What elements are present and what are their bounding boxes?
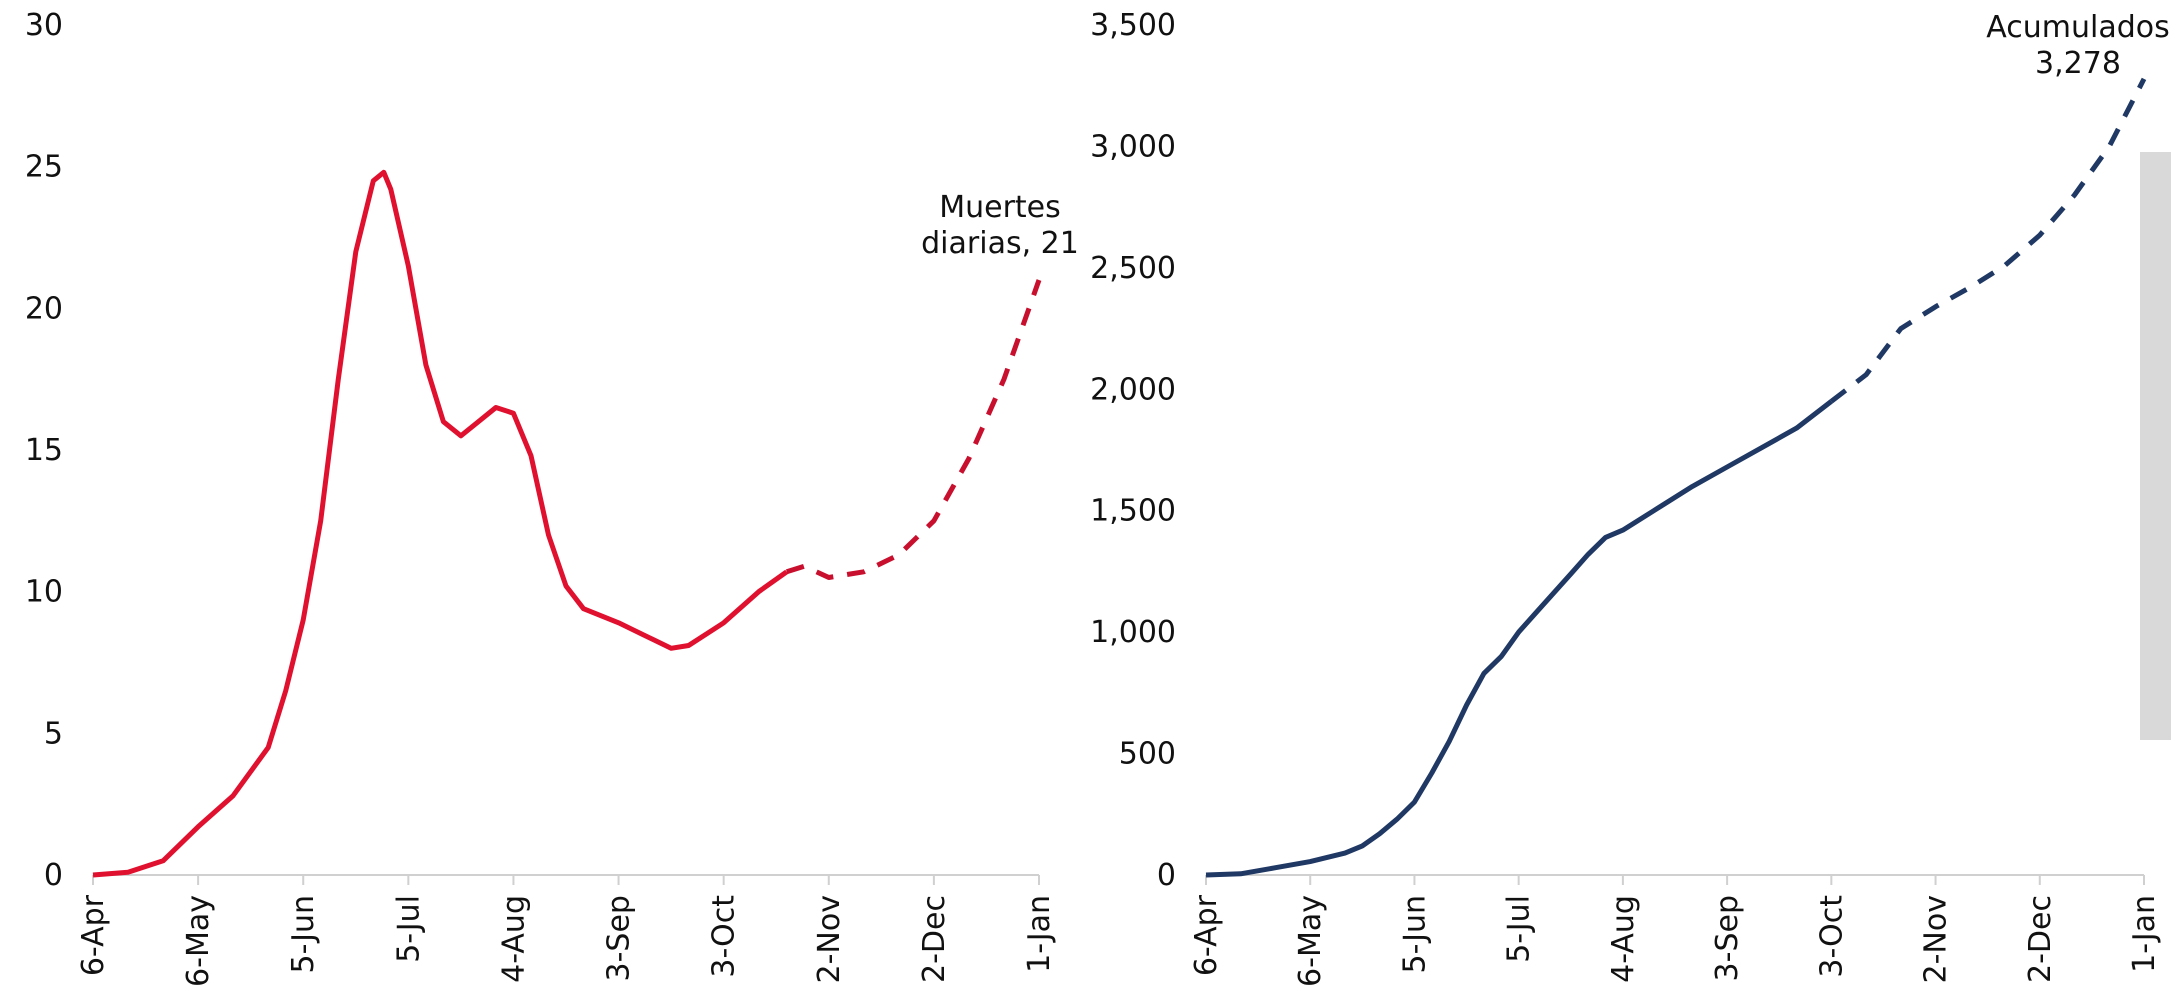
- x-tick-label: 2-Nov: [1919, 895, 1954, 983]
- y-tick-label: 5: [44, 716, 63, 751]
- y-tick-label: 3,500: [1090, 8, 1176, 43]
- x-tick-label: 3-Sep: [1710, 895, 1745, 981]
- y-tick-label: 20: [25, 291, 63, 326]
- x-tick-label: 3-Sep: [602, 895, 637, 981]
- series-line: [1829, 77, 2147, 404]
- side-panel: [2140, 152, 2171, 740]
- x-tick-label: 6-May: [181, 895, 216, 987]
- x-tick-label: 5-Jul: [391, 895, 426, 963]
- x-tick-label: 2-Nov: [812, 895, 847, 983]
- y-tick-label: 1,000: [1090, 615, 1176, 650]
- annotation-line: 3,278: [2035, 46, 2121, 81]
- x-tick-label: 6-Apr: [76, 894, 111, 976]
- y-tick-label: 30: [25, 8, 63, 43]
- x-tick-label: 5-Jun: [286, 895, 321, 973]
- x-tick-label: 3-Oct: [1814, 895, 1849, 978]
- y-tick-label: 2,000: [1090, 372, 1176, 407]
- x-tick-label: 1-Jan: [2127, 895, 2162, 973]
- y-tick-label: 10: [25, 575, 63, 610]
- series-line: [1205, 399, 1833, 878]
- x-tick-label: 4-Aug: [496, 895, 531, 983]
- annotation: Muertes diarias, 21: [921, 190, 1079, 261]
- series-line: [785, 279, 1042, 580]
- y-tick-label: 1,500: [1090, 494, 1176, 529]
- y-tick-label: 0: [44, 858, 63, 893]
- x-tick-label: 2-Dec: [917, 895, 952, 983]
- x-tick-label: 1-Jan: [1022, 895, 1057, 973]
- annotation: Acumulados 3,278: [1986, 10, 2170, 81]
- x-tick-label: 4-Aug: [1606, 895, 1641, 983]
- y-tick-label: 3,000: [1090, 129, 1176, 164]
- y-tick-label: 0: [1157, 858, 1176, 893]
- x-tick-label: 2-Dec: [2023, 895, 2058, 983]
- y-tick-label: 25: [25, 150, 63, 185]
- annotation-line: Muertes: [939, 190, 1061, 225]
- y-tick-label: 2,500: [1090, 251, 1176, 286]
- x-tick-label: 5-Jun: [1397, 895, 1432, 973]
- x-tick-label: 3-Oct: [707, 895, 742, 978]
- x-tick-label: 6-Apr: [1189, 894, 1224, 976]
- y-tick-label: 15: [25, 433, 63, 468]
- annotation-line: diarias, 21: [921, 226, 1079, 261]
- x-tick-label: 6-May: [1293, 895, 1328, 987]
- annotation-line: Acumulados: [1986, 10, 2170, 45]
- series-line: [92, 169, 789, 878]
- x-tick-label: 5-Jul: [1502, 895, 1537, 963]
- y-tick-label: 500: [1119, 737, 1176, 772]
